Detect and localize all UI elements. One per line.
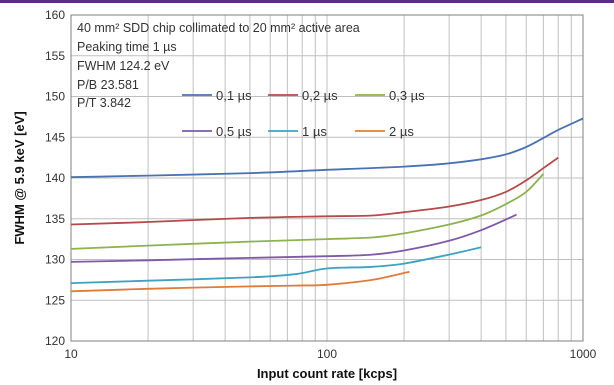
tick-label-layer: 120 125 130 135 140 145 150 155 160 10 100 1000 — [45, 8, 597, 361]
y-tick-label: 160 — [45, 8, 65, 22]
x-tick-label: 10 — [64, 347, 78, 361]
annotation-peak-to-background: P/B 23.581 — [77, 78, 139, 92]
legend-label: 0,1 µs — [216, 88, 252, 103]
legend: 0,1 µs 0,2 µs 0,3 µs 0,5 µs 1 µs 2 µs — [182, 88, 425, 139]
plot-area-frame — [70, 14, 584, 342]
annotation-peak-to-tail: P/T 3.842 — [77, 96, 131, 110]
y-tick-label: 150 — [45, 90, 65, 104]
series-line-2 — [70, 173, 544, 250]
x-axis-title: Input count rate [kcps] — [257, 366, 397, 381]
legend-label: 1 µs — [302, 124, 327, 139]
y-tick-label: 145 — [45, 130, 65, 144]
annotation-block: 40 mm² SDD chip collimated to 20 mm² act… — [77, 21, 360, 110]
x-tick-label: 1000 — [570, 347, 597, 361]
y-axis-title: FWHM @ 5.9 keV [eV] — [12, 111, 27, 244]
series-line-1 — [70, 156, 559, 226]
series-line-5 — [70, 270, 410, 293]
y-tick-label: 130 — [45, 253, 65, 267]
annotation-fwhm: FWHM 124.2 eV — [77, 59, 170, 73]
y-tick-label: 140 — [45, 171, 65, 185]
legend-label: 0,2 µs — [302, 88, 338, 103]
series-layer — [70, 117, 584, 293]
annotation-chip-description: 40 mm² SDD chip collimated to 20 mm² act… — [77, 21, 360, 35]
legend-label: 0,5 µs — [216, 124, 252, 139]
grid-layer — [70, 14, 584, 342]
top-accent-bar — [0, 0, 614, 3]
y-tick-label: 155 — [45, 49, 65, 63]
y-tick-label: 135 — [45, 212, 65, 226]
y-tick-label: 120 — [45, 334, 65, 348]
y-tick-label: 125 — [45, 293, 65, 307]
x-tick-label: 100 — [317, 347, 337, 361]
annotation-peaking-time: Peaking time 1 µs — [77, 40, 177, 54]
legend-label: 2 µs — [389, 124, 414, 139]
series-line-3 — [70, 213, 517, 263]
series-line-0 — [70, 117, 584, 179]
legend-label: 0,3 µs — [389, 88, 425, 103]
series-line-4 — [70, 246, 482, 284]
